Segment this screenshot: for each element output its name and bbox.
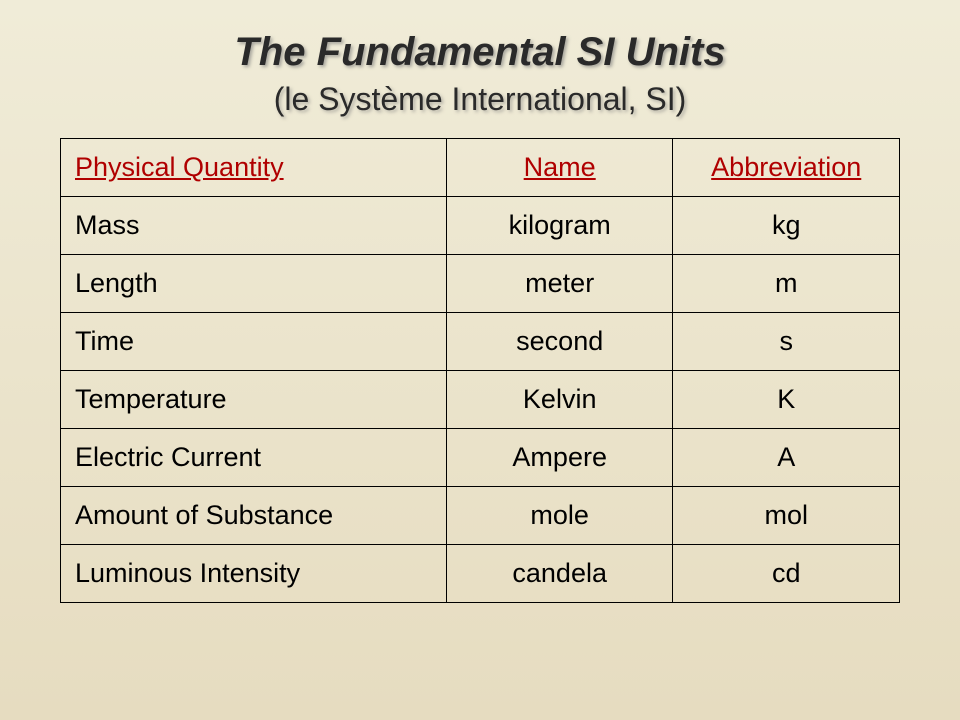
- cell-abbr: s: [673, 313, 900, 371]
- table-row: Mass kilogram kg: [61, 197, 900, 255]
- cell-abbr: A: [673, 429, 900, 487]
- cell-abbr: m: [673, 255, 900, 313]
- table-row: Amount of Substance mole mol: [61, 487, 900, 545]
- si-units-table: Physical Quantity Name Abbreviation Mass…: [60, 138, 900, 603]
- table-row: Time second s: [61, 313, 900, 371]
- table-row: Length meter m: [61, 255, 900, 313]
- cell-quantity: Amount of Substance: [61, 487, 447, 545]
- cell-quantity: Length: [61, 255, 447, 313]
- cell-name: candela: [446, 545, 673, 603]
- cell-quantity: Mass: [61, 197, 447, 255]
- col-header-name: Name: [446, 139, 673, 197]
- page-subtitle: (le Système International, SI): [60, 81, 900, 118]
- table-row: Luminous Intensity candela cd: [61, 545, 900, 603]
- cell-quantity: Temperature: [61, 371, 447, 429]
- cell-name: kilogram: [446, 197, 673, 255]
- cell-name: second: [446, 313, 673, 371]
- col-header-abbr: Abbreviation: [673, 139, 900, 197]
- cell-quantity: Time: [61, 313, 447, 371]
- cell-quantity: Luminous Intensity: [61, 545, 447, 603]
- table-header-row: Physical Quantity Name Abbreviation: [61, 139, 900, 197]
- col-header-quantity: Physical Quantity: [61, 139, 447, 197]
- cell-abbr: K: [673, 371, 900, 429]
- table-row: Temperature Kelvin K: [61, 371, 900, 429]
- cell-name: meter: [446, 255, 673, 313]
- cell-name: mole: [446, 487, 673, 545]
- cell-name: Kelvin: [446, 371, 673, 429]
- cell-abbr: mol: [673, 487, 900, 545]
- table-row: Electric Current Ampere A: [61, 429, 900, 487]
- page-title: The Fundamental SI Units: [60, 30, 900, 75]
- cell-name: Ampere: [446, 429, 673, 487]
- cell-abbr: cd: [673, 545, 900, 603]
- cell-abbr: kg: [673, 197, 900, 255]
- cell-quantity: Electric Current: [61, 429, 447, 487]
